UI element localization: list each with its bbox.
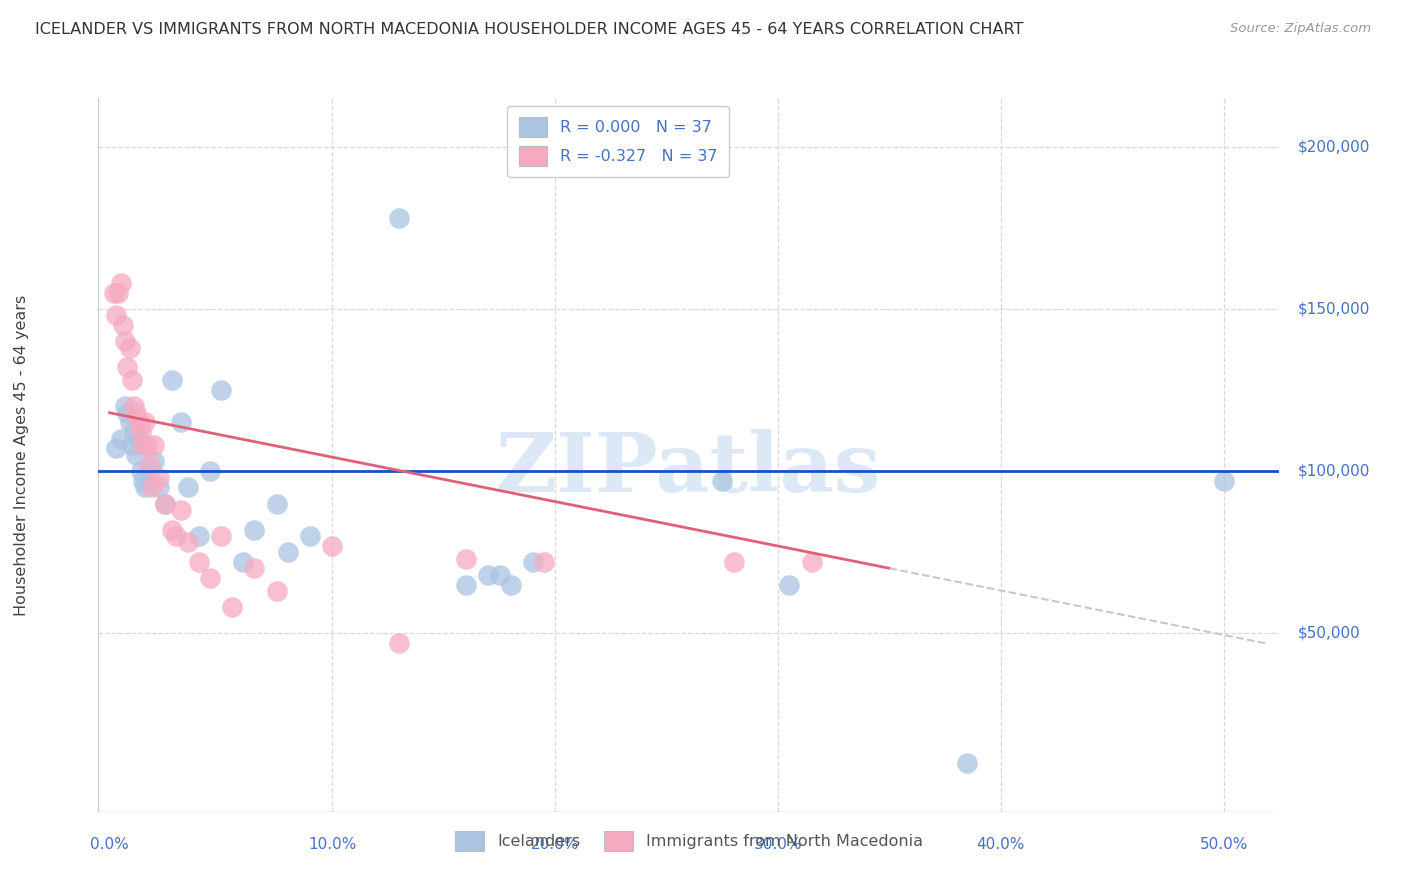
Point — [122, 399, 145, 413]
Point — [117, 360, 139, 375]
Point — [134, 480, 156, 494]
Point — [125, 448, 148, 462]
Point — [103, 285, 125, 300]
Text: 50.0%: 50.0% — [1199, 837, 1249, 852]
Point — [155, 497, 177, 511]
Point — [155, 497, 177, 511]
Point — [111, 318, 134, 333]
Point — [110, 432, 132, 446]
Point — [170, 503, 193, 517]
Point — [138, 458, 160, 472]
Point — [128, 432, 150, 446]
Point — [118, 341, 141, 355]
Point — [198, 464, 221, 478]
Text: Source: ZipAtlas.com: Source: ZipAtlas.com — [1230, 22, 1371, 36]
Point — [122, 425, 145, 440]
Point — [266, 584, 288, 599]
Point — [105, 442, 128, 456]
Point — [533, 555, 555, 569]
Point — [129, 425, 152, 440]
Point — [141, 480, 163, 494]
Point — [209, 383, 232, 397]
Text: 40.0%: 40.0% — [977, 837, 1025, 852]
Point — [148, 480, 170, 494]
Text: $150,000: $150,000 — [1298, 301, 1369, 317]
Point — [488, 568, 510, 582]
Point — [723, 555, 745, 569]
Point — [266, 497, 288, 511]
Point — [778, 577, 800, 591]
Point — [143, 438, 166, 452]
Point — [456, 577, 478, 591]
Point — [143, 454, 166, 468]
Point — [1212, 474, 1234, 488]
Text: 20.0%: 20.0% — [531, 837, 579, 852]
Point — [221, 600, 243, 615]
Point — [107, 285, 129, 300]
Text: $100,000: $100,000 — [1298, 464, 1369, 479]
Point — [499, 577, 522, 591]
Point — [176, 480, 198, 494]
Text: ZIPatlas: ZIPatlas — [496, 429, 882, 509]
Point — [232, 555, 254, 569]
Point — [522, 555, 544, 569]
Point — [114, 334, 136, 349]
Point — [121, 373, 143, 387]
Text: ICELANDER VS IMMIGRANTS FROM NORTH MACEDONIA HOUSEHOLDER INCOME AGES 45 - 64 YEA: ICELANDER VS IMMIGRANTS FROM NORTH MACED… — [35, 22, 1024, 37]
Point — [198, 571, 221, 585]
Point — [110, 276, 132, 290]
Point — [125, 406, 148, 420]
Point — [187, 529, 209, 543]
Point — [299, 529, 322, 543]
Point — [160, 523, 183, 537]
Point — [128, 416, 150, 430]
Point — [138, 464, 160, 478]
Point — [105, 309, 128, 323]
Point — [148, 470, 170, 484]
Text: $200,000: $200,000 — [1298, 139, 1369, 154]
Legend: Icelanders, Immigrants from North Macedonia: Icelanders, Immigrants from North Macedo… — [449, 825, 929, 857]
Point — [277, 545, 299, 559]
Point — [711, 474, 734, 488]
Text: 10.0%: 10.0% — [308, 837, 357, 852]
Text: $50,000: $50,000 — [1298, 626, 1360, 640]
Point — [209, 529, 232, 543]
Point — [800, 555, 823, 569]
Point — [321, 539, 343, 553]
Point — [121, 438, 143, 452]
Point — [117, 406, 139, 420]
Point — [114, 399, 136, 413]
Point — [388, 636, 411, 650]
Point — [388, 211, 411, 226]
Point — [132, 438, 155, 452]
Point — [176, 535, 198, 549]
Point — [165, 529, 187, 543]
Point — [136, 438, 159, 452]
Point — [129, 464, 152, 478]
Point — [134, 416, 156, 430]
Point — [477, 568, 499, 582]
Point — [956, 756, 979, 770]
Point — [187, 555, 209, 569]
Point — [170, 416, 193, 430]
Point — [243, 523, 266, 537]
Point — [160, 373, 183, 387]
Point — [243, 561, 266, 575]
Text: 30.0%: 30.0% — [754, 837, 803, 852]
Text: 0.0%: 0.0% — [90, 837, 129, 852]
Text: Householder Income Ages 45 - 64 years: Householder Income Ages 45 - 64 years — [14, 294, 30, 615]
Point — [456, 551, 478, 566]
Point — [118, 416, 141, 430]
Point — [132, 474, 155, 488]
